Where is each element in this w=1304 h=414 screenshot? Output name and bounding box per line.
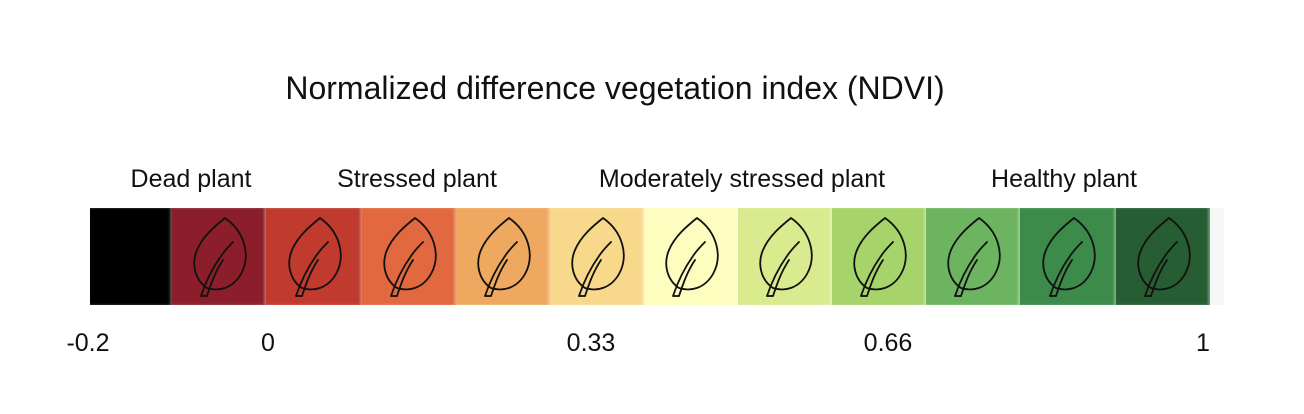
leaf-icon bbox=[1042, 216, 1096, 297]
color-segment bbox=[644, 208, 738, 305]
color-segment bbox=[172, 208, 266, 305]
category-label-dead-plant: Dead plant bbox=[130, 165, 252, 193]
category-label-healthy-plant: Healthy plant bbox=[991, 165, 1137, 193]
color-segment bbox=[926, 208, 1020, 305]
color-segment bbox=[1210, 208, 1224, 305]
color-segment bbox=[1020, 208, 1116, 305]
tick-label: 1 bbox=[1196, 329, 1210, 357]
color-segment bbox=[90, 208, 172, 305]
ndvi-color-bar bbox=[90, 208, 1230, 305]
leaf-icon bbox=[759, 216, 813, 297]
color-segment bbox=[738, 208, 832, 305]
tick-label: 0.66 bbox=[863, 329, 913, 357]
leaf-icon bbox=[853, 216, 907, 297]
tick-label: -0.2 bbox=[66, 329, 110, 357]
color-segment bbox=[1116, 208, 1210, 305]
color-segment bbox=[266, 208, 362, 305]
leaf-icon bbox=[288, 216, 342, 297]
color-segment bbox=[362, 208, 456, 305]
leaf-icon bbox=[193, 216, 247, 297]
color-segment bbox=[832, 208, 926, 305]
category-label-moderately-stressed-plant: Moderately stressed plant bbox=[598, 165, 886, 193]
color-segment bbox=[550, 208, 644, 305]
leaf-icon bbox=[383, 216, 437, 297]
tick-label: 0.33 bbox=[566, 329, 616, 357]
leaf-icon bbox=[665, 216, 719, 297]
leaf-icon bbox=[1137, 216, 1191, 297]
color-segment bbox=[456, 208, 550, 305]
category-label-stressed-plant: Stressed plant bbox=[337, 165, 497, 193]
page-title: Normalized difference vegetation index (… bbox=[285, 70, 945, 106]
tick-label: 0 bbox=[261, 329, 275, 357]
leaf-icon bbox=[947, 216, 1001, 297]
leaf-icon bbox=[571, 216, 625, 297]
leaf-icon bbox=[477, 216, 531, 297]
